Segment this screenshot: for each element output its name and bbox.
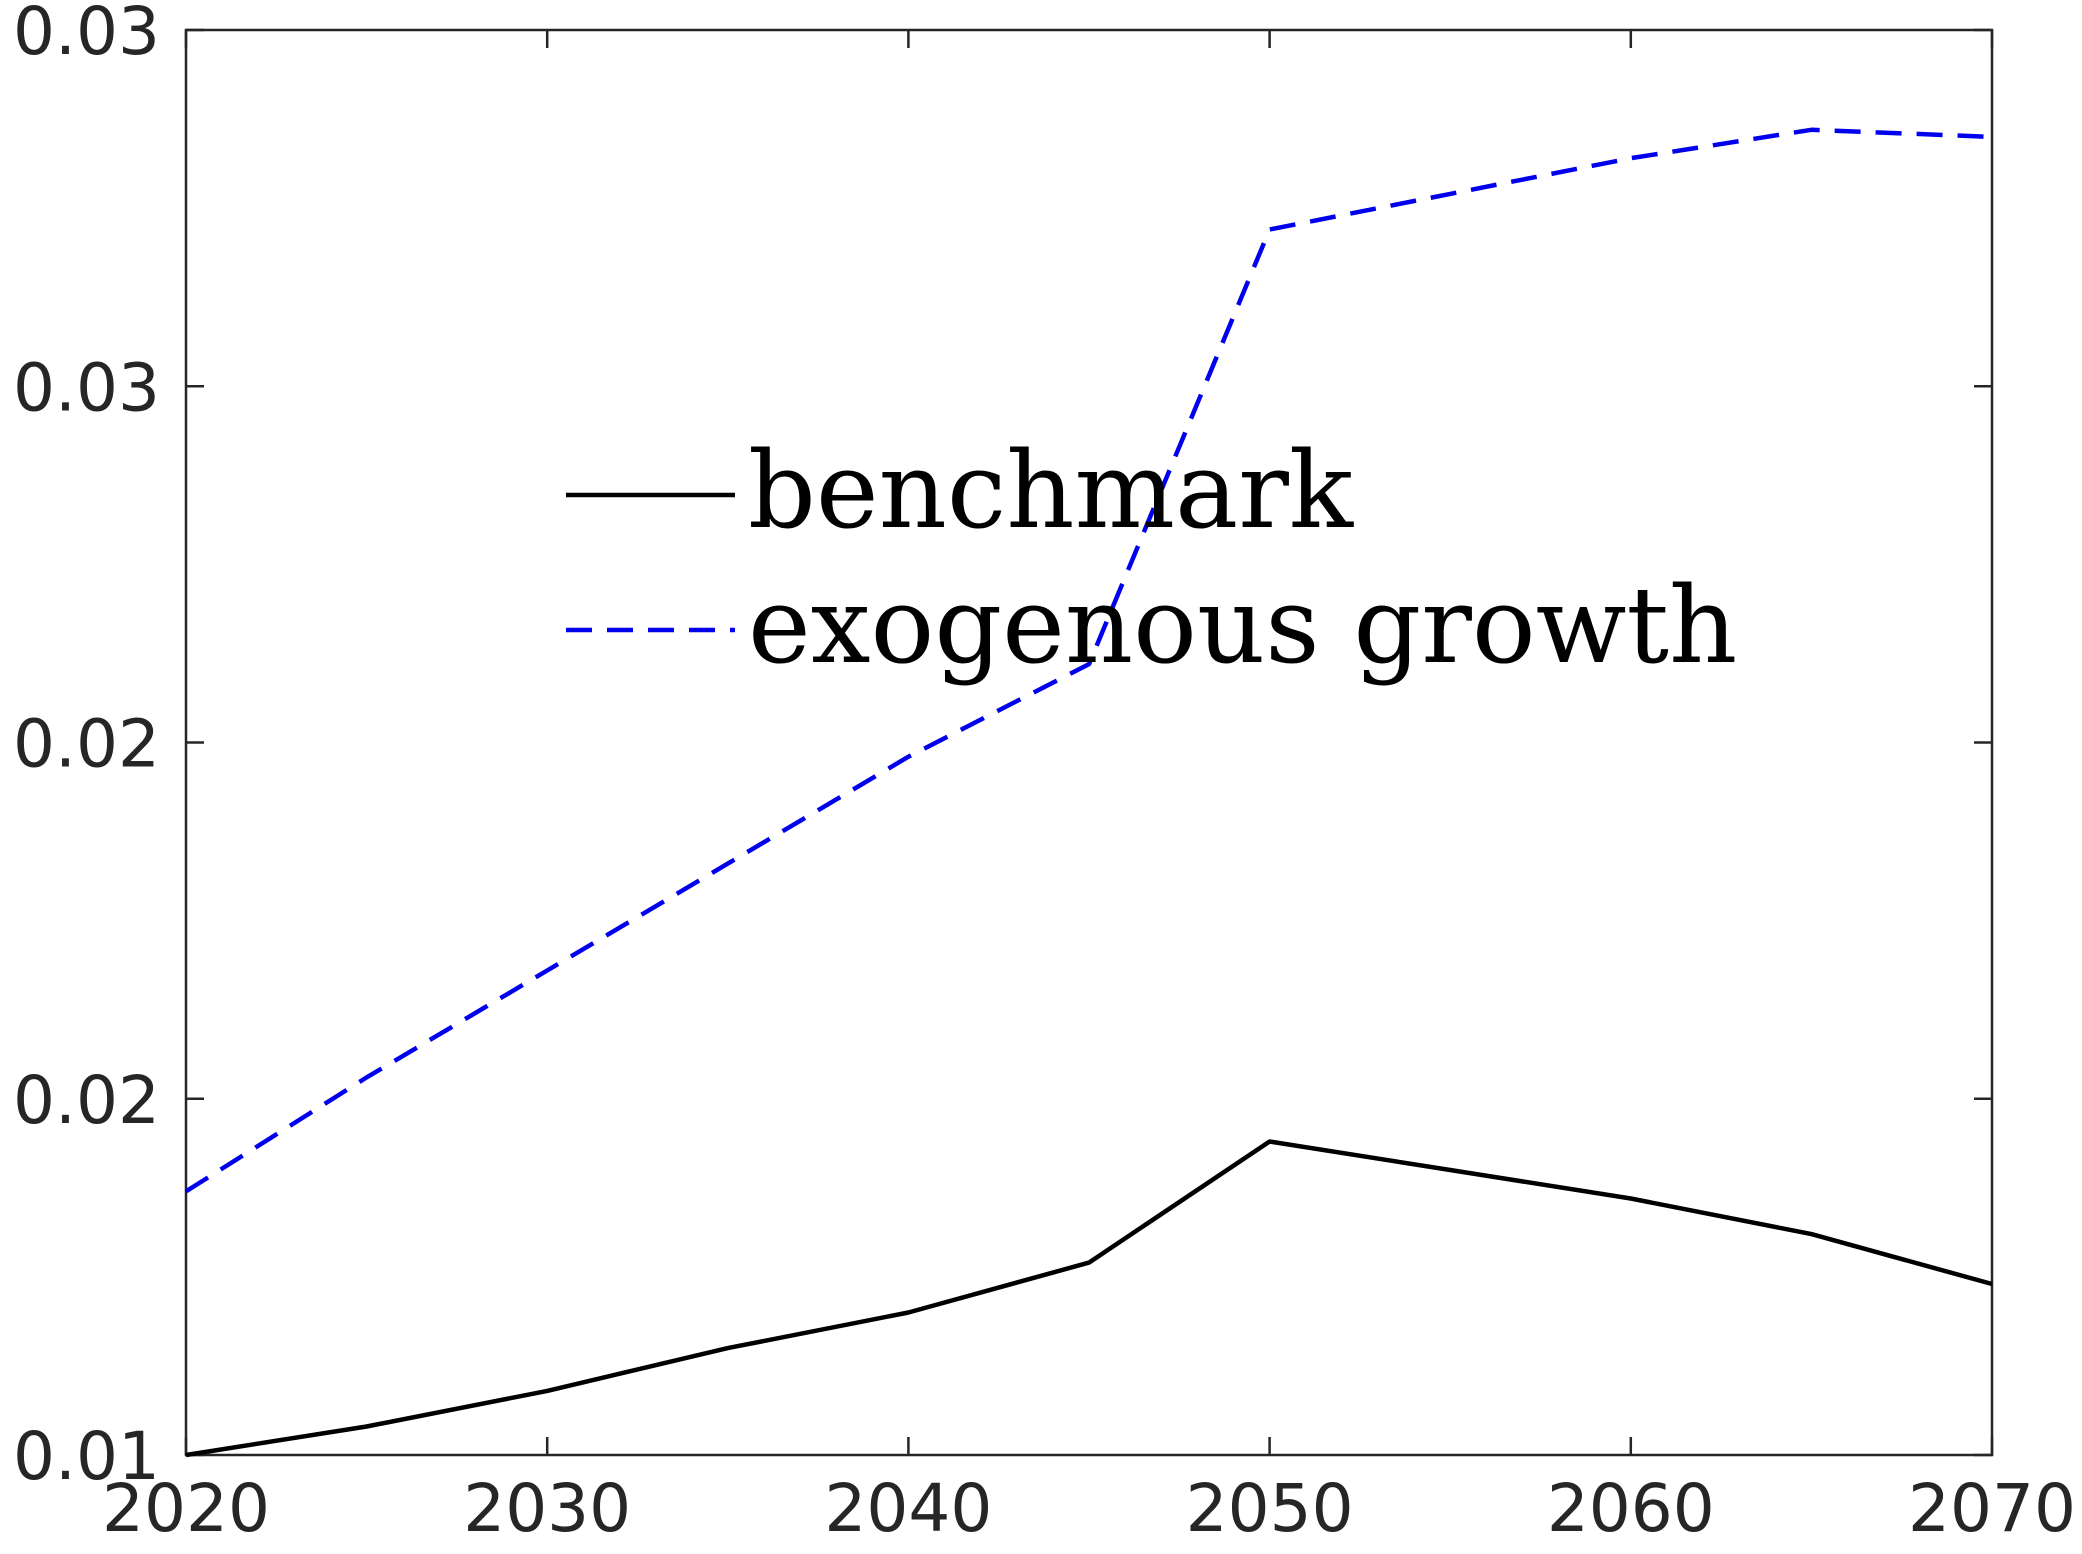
legend-label-exogenous-growth: exogenous growth [748,564,1737,687]
y-tick-label: 0.03 [13,0,160,70]
series-line-benchmark [185,1139,1993,1458]
axis-ticks [184,28,1994,1457]
x-tick-label: 2050 [1186,1470,1354,1547]
y-tick-label: 0.01 [13,1418,160,1495]
x-tick-label: 2020 [102,1470,270,1547]
x-tick-label: 2030 [463,1470,631,1547]
y-tick-label: 0.02 [13,1062,160,1139]
x-tick-label: 2060 [1547,1470,1715,1547]
series-line-exogenous-growth [184,127,1993,1194]
y-tick-label: 0.03 [13,349,160,426]
series-lines [184,127,1993,1458]
legend-label-benchmark: benchmark [748,429,1354,552]
y-tick-label: 0.02 [13,706,160,783]
plot-frame [184,28,1994,1457]
y-tick-labels: 0.01 0.02 0.02 0.03 0.03 [13,0,160,1495]
x-tick-label: 2070 [1908,1470,2076,1547]
x-tick-label: 2040 [824,1470,992,1547]
x-tick-labels: 2020 2030 2040 2050 2060 2070 [102,1470,2076,1547]
axes-box [184,28,1994,1457]
